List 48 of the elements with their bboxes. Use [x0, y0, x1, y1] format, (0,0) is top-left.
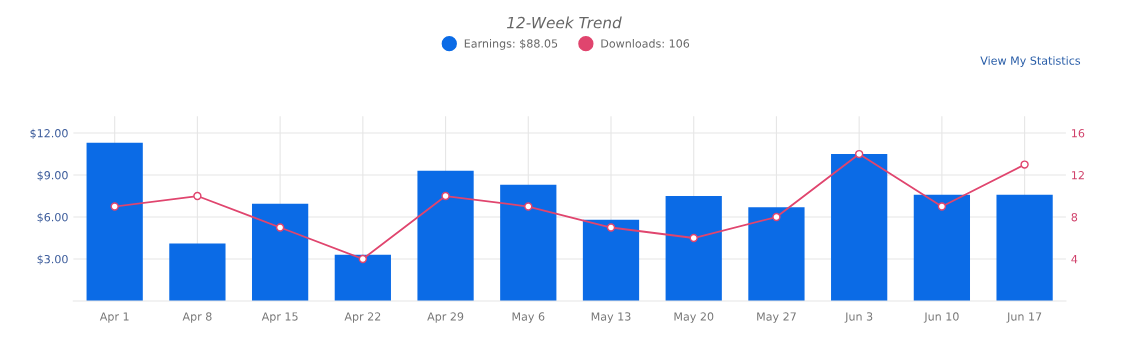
y-tick-label: $6.00 — [37, 212, 68, 223]
x-tick-label: Apr 15 — [261, 312, 298, 323]
bar — [665, 196, 722, 301]
y2-tick-label: 4 — [1071, 255, 1078, 264]
y-tick-label: $12.00 — [30, 128, 68, 139]
bar — [748, 207, 805, 301]
x-tick-label: Jun 10 — [923, 312, 959, 323]
x-tick-label: Apr 8 — [182, 312, 212, 323]
x-tick-label: Apr 29 — [427, 312, 464, 323]
point — [772, 212, 781, 222]
x-tick-label: May 13 — [591, 312, 631, 323]
bar — [86, 142, 143, 301]
y2-tick-label: 8 — [1071, 212, 1078, 222]
point — [358, 254, 368, 264]
bar — [913, 194, 970, 301]
x-tick-label: Jun 3 — [844, 312, 873, 323]
x-tick-label: Apr 1 — [99, 312, 129, 323]
point — [524, 202, 533, 211]
bar — [831, 154, 888, 301]
point — [937, 202, 947, 211]
bar — [996, 194, 1053, 301]
point — [1020, 160, 1029, 169]
y2-tick-label: 12 — [1072, 171, 1084, 180]
x-tick-label: Apr 22 — [344, 312, 381, 323]
bar — [500, 184, 557, 301]
point — [275, 223, 285, 232]
point — [606, 223, 616, 232]
x-tick-label: May 20 — [674, 312, 714, 323]
point — [441, 191, 450, 201]
point — [854, 149, 864, 159]
y-tick-label: $9.00 — [37, 170, 68, 181]
bar — [417, 170, 474, 301]
legend-label: Downloads: 106 — [601, 39, 690, 48]
bar — [334, 254, 391, 301]
y-tick-label: $3.00 — [37, 254, 68, 265]
point — [689, 233, 698, 243]
bar — [582, 219, 640, 301]
x-tick-label: May 27 — [757, 312, 796, 323]
point — [110, 202, 119, 211]
legend-label: Earnings: $88.05 — [464, 39, 558, 50]
bar — [252, 203, 309, 301]
bar — [169, 243, 226, 301]
y2-tick-label: 16 — [1072, 129, 1085, 138]
point — [193, 191, 202, 201]
chart-title: 12-Week Trend — [506, 16, 622, 29]
x-tick-label: May 6 — [512, 312, 545, 323]
x-tick-label: Jun 17 — [1006, 312, 1042, 323]
text: View My Statistics — [980, 56, 1081, 67]
